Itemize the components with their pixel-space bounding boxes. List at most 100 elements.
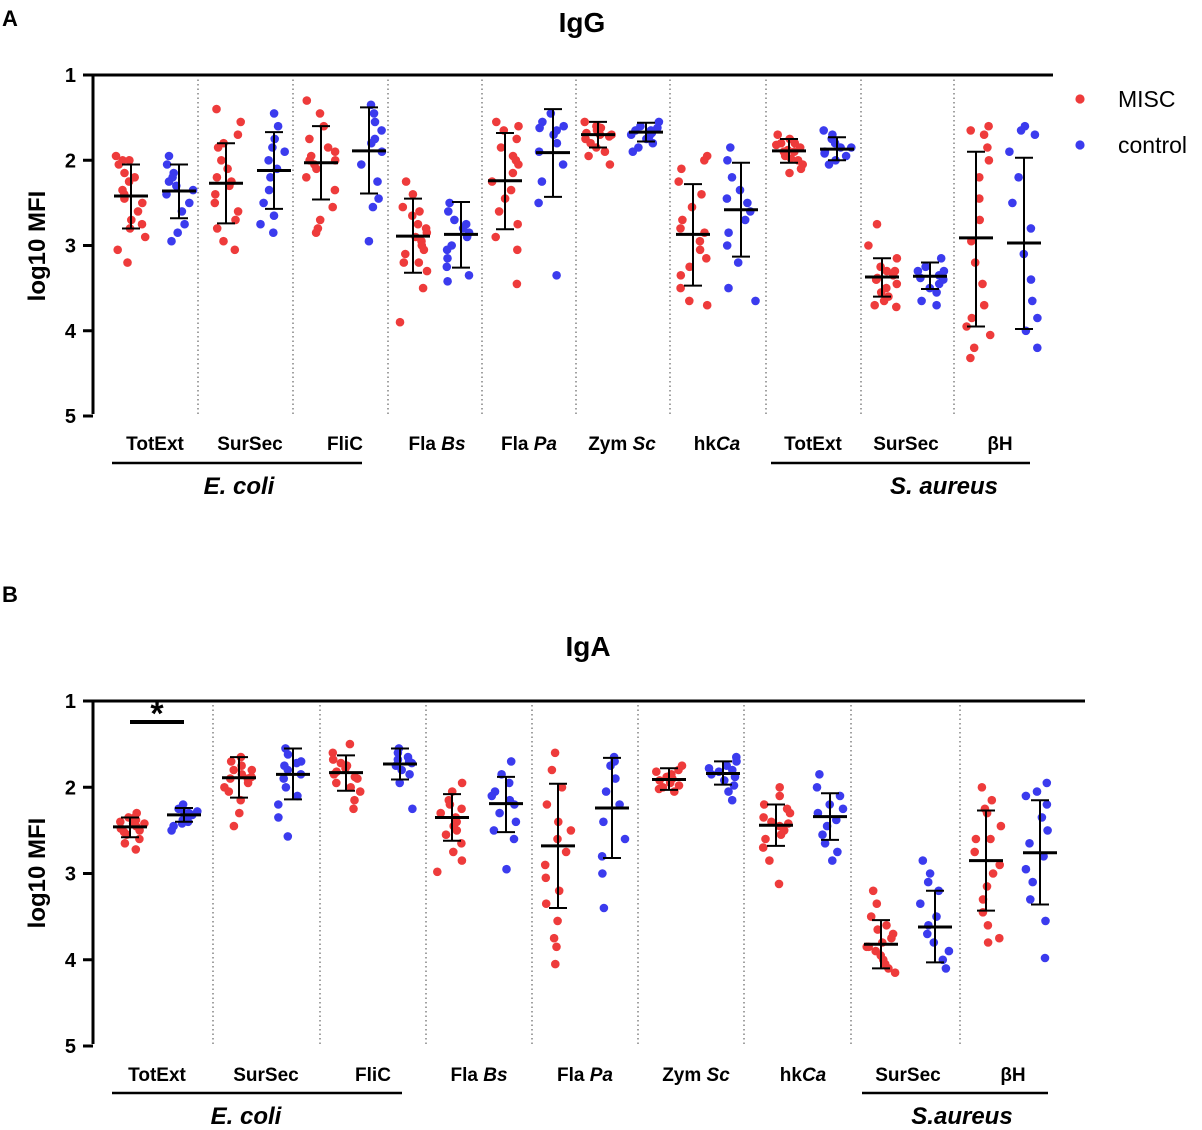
data-point [552,271,561,280]
data-point [923,877,933,887]
data-point [882,266,892,276]
data-point [401,249,410,259]
data-point [932,288,941,297]
data-point [457,804,466,814]
category-label-part: βH [987,434,1012,455]
category-label-part: FliC [355,1065,391,1086]
data-point [229,821,239,831]
data-point [293,791,302,801]
data-point [838,804,848,814]
group-label: S.aureus [911,1103,1012,1130]
data-point [559,121,568,131]
data-point [724,787,733,796]
category-label: TotExt [126,434,184,455]
category-label-part: Pa [534,434,558,455]
data-point [332,778,341,788]
data-point [697,190,706,199]
data-point [489,826,499,835]
data-point [864,241,873,250]
data-point [549,933,559,943]
data-point [1021,791,1031,801]
data-point [1026,895,1035,904]
data-point [408,190,418,199]
category-label: Fla Pa [557,1065,613,1086]
data-point [824,160,834,169]
data-point [566,826,576,835]
data-point [841,151,851,161]
y-tick-label: 5 [65,1036,76,1058]
category-label-part: Sc [707,1065,731,1086]
data-point [461,219,471,229]
data-point [916,899,925,908]
category-label-part: Bs [483,1065,507,1086]
data-point [917,296,926,306]
data-point [547,765,557,775]
category-label: SurSec [873,434,939,455]
data-point [236,117,245,127]
data-point [231,215,240,225]
data-point [975,173,984,182]
data-point [872,219,882,229]
data-point [495,808,504,818]
data-point [936,253,946,263]
category-label-part: hk [780,1065,803,1086]
category-label: TotExt [128,1065,186,1086]
data-point [611,774,620,783]
category-label: FliC [355,1065,391,1086]
y-tick-label: 1 [65,65,76,87]
data-point [542,800,552,809]
data-point [370,117,380,127]
data-point [978,279,987,289]
data-point [882,921,891,930]
data-point [599,903,609,913]
data-point [820,839,830,848]
data-point [230,245,240,255]
data-point [995,860,1004,870]
data-point [130,173,139,182]
y-tick-label: 3 [65,864,76,886]
data-point [224,787,234,796]
data-point [695,245,705,255]
data-point [374,194,383,203]
data-point [702,253,711,263]
data-point [676,224,685,233]
category-label-part: TotExt [784,434,842,455]
data-point [833,847,842,857]
data-point [970,847,979,857]
data-point [1008,198,1017,208]
data-point [414,258,424,267]
y-tick-label: 2 [65,777,76,799]
data-point [138,198,147,208]
data-point [597,852,607,861]
data-point [487,791,497,801]
data-point [541,873,551,883]
data-point [866,912,876,921]
data-point [397,765,407,775]
data-point [971,834,981,844]
y-tick-label: 5 [65,406,76,428]
data-point [677,164,686,174]
category-label-part: Pa [590,1065,614,1086]
data-point [357,160,366,169]
data-point [975,194,984,203]
data-point [445,198,454,208]
data-point [302,173,311,182]
data-point [674,781,684,790]
data-point [1030,130,1040,139]
data-point [211,190,220,199]
data-point [1014,173,1023,182]
data-point [292,758,301,768]
data-point [508,168,518,178]
data-point [1021,326,1031,336]
data-point [274,813,283,822]
data-point [724,283,733,293]
data-point [558,160,568,169]
legend-label-misc: MISC [1118,86,1176,112]
category-label-part: βH [1000,1065,1025,1086]
data-point [534,198,543,208]
data-point [535,123,544,133]
data-point [674,177,683,186]
data-point [775,791,784,801]
data-point [887,933,896,943]
data-point [217,156,226,165]
